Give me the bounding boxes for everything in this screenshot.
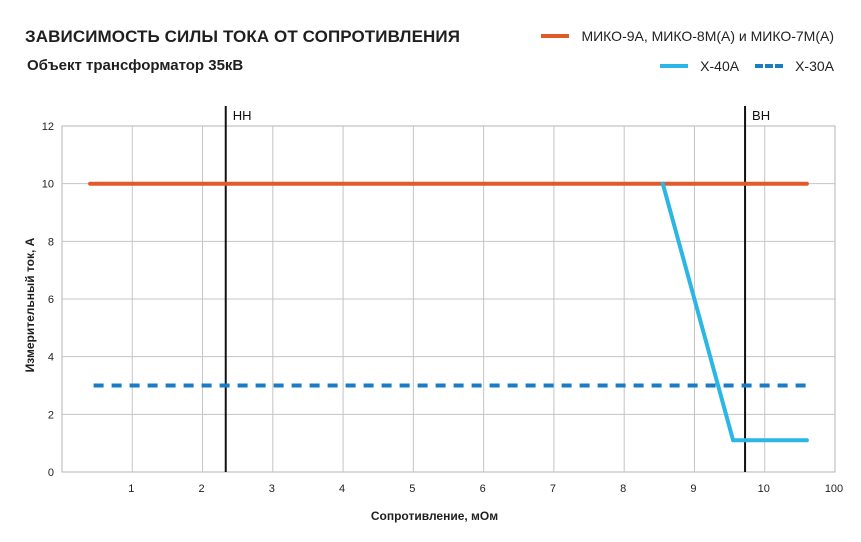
legend-label-x40a: X-40A — [700, 58, 740, 74]
x-tick-label: 10 — [758, 483, 770, 495]
chart-subtitle: Объект трансформатор 35кВ — [27, 57, 244, 74]
legend-item-miko: МИКО-9А, МИКО-8М(А) и МИКО-7М(А) — [541, 28, 834, 44]
x-tick-label: 5 — [409, 483, 415, 495]
legend-item-x30a: X-30A — [755, 58, 834, 74]
x-tick-label: 2 — [198, 483, 204, 495]
chart-title: ЗАВИСИМОСТЬ СИЛЫ ТОКА ОТ СОПРОТИВЛЕНИЯ — [25, 27, 461, 46]
series-line-1 — [660, 181, 809, 443]
legend-swatch-miko — [541, 34, 570, 38]
x-tick-label: 3 — [269, 483, 275, 495]
x-tick-label: 100 — [825, 483, 843, 495]
reference-line-label: ВН — [752, 108, 770, 123]
legend-label-x30a: X-30A — [795, 58, 834, 74]
y-tick-label: 4 — [48, 352, 54, 364]
legend-item-x40a: X-40A — [660, 58, 739, 74]
chart-series — [88, 181, 809, 443]
y-tick-label: 2 — [48, 409, 54, 421]
y-axis-title: Измерительный ток, А — [23, 237, 37, 372]
x-axis-title: Сопротивление, мОм — [371, 509, 498, 523]
x-tick-label: 6 — [480, 483, 486, 495]
y-tick-label: 8 — [48, 236, 54, 248]
y-tick-label: 12 — [42, 121, 54, 133]
y-tick-label: 0 — [48, 467, 54, 479]
x-tick-label: 8 — [620, 483, 626, 495]
y-tick-label: 6 — [48, 294, 54, 306]
reference-lines: НН ВН — [224, 106, 770, 472]
chart-grid — [61, 125, 836, 473]
legend-row-2: X-40A X-30A — [644, 58, 834, 74]
x-tick-label: 9 — [690, 483, 696, 495]
legend-label-miko: МИКО-9А, МИКО-8М(А) и МИКО-7М(А) — [581, 28, 834, 44]
x-tick-label: 1 — [128, 483, 134, 495]
x-tick-label: 4 — [339, 483, 345, 495]
legend-swatch-x30a — [755, 64, 784, 68]
y-tick-label: 10 — [42, 179, 54, 191]
legend-swatch-x40a — [660, 64, 689, 68]
x-tick-label: 7 — [550, 483, 556, 495]
legend-row-1: МИКО-9А, МИКО-8М(А) и МИКО-7М(А) — [525, 28, 834, 44]
reference-line-label: НН — [233, 108, 252, 123]
